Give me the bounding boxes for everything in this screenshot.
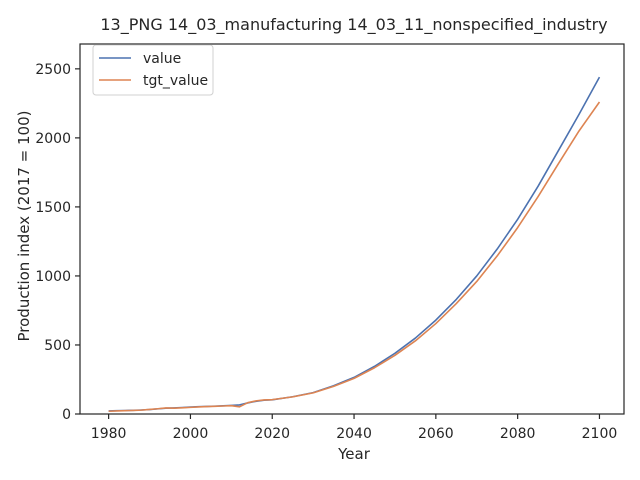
x-axis-title: Year	[337, 445, 371, 463]
chart-title: 13_PNG 14_03_manufacturing 14_03_11_nons…	[100, 15, 607, 35]
x-tick-label: 1980	[91, 426, 127, 442]
series-line-tgt_value	[108, 101, 601, 413]
y-tick-label: 500	[44, 338, 71, 354]
plot-frame	[79, 43, 625, 415]
y-tick-label: 2000	[35, 131, 71, 147]
x-tick-label: 2100	[582, 426, 618, 442]
series-layer	[108, 76, 601, 413]
y-tick-label: 0	[62, 407, 71, 423]
y-tick-label: 2500	[35, 62, 71, 78]
x-tick-label: 2000	[173, 426, 209, 442]
y-tick-label: 1500	[35, 200, 71, 216]
x-tick-label: 2040	[336, 426, 372, 442]
y-axis-title: Production index (2017 = 100)	[15, 111, 33, 342]
legend-label-tgt_value: tgt_value	[143, 73, 208, 89]
x-tick-label: 2060	[418, 426, 454, 442]
x-tick-label: 2020	[254, 426, 290, 442]
legend: value tgt_value	[92, 44, 214, 96]
x-tick-label: 2080	[500, 426, 536, 442]
legend-label-value: value	[143, 51, 181, 67]
y-tick-label: 1000	[35, 269, 71, 285]
axes-layer: 1980 2000 2020 2040 2060 2080 2100 0 500 1000 1500…	[35, 43, 625, 442]
